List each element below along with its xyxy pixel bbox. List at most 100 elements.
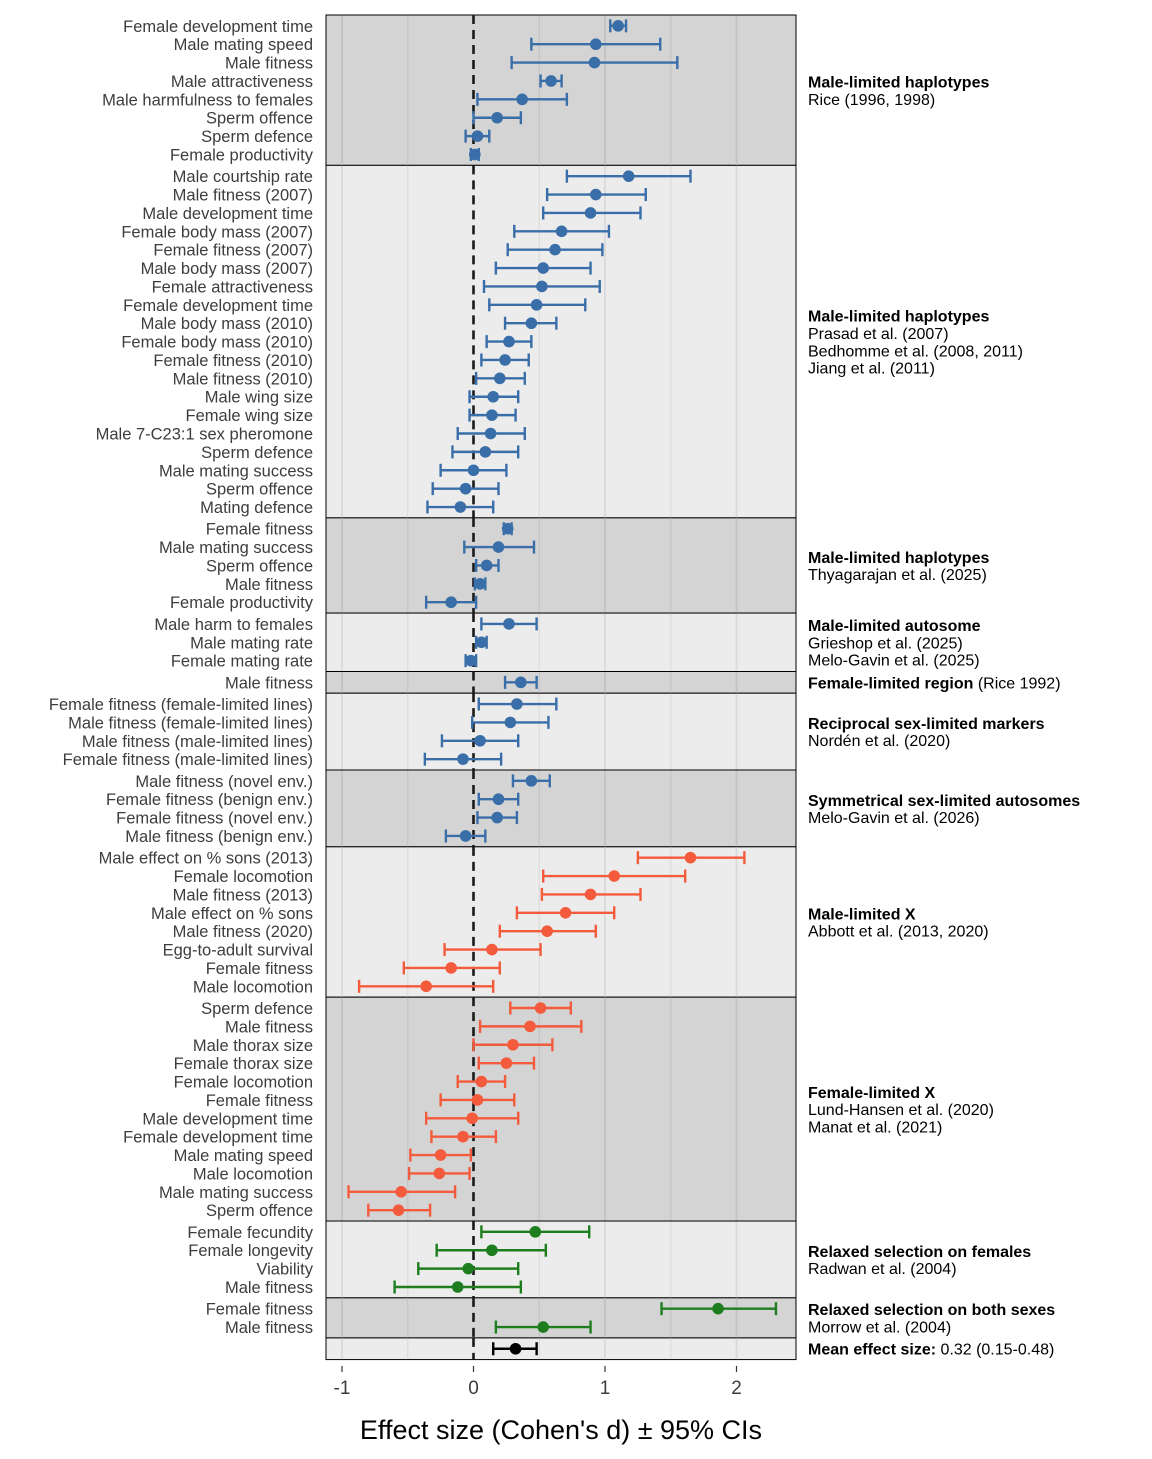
row-label: Male fitness [225, 1279, 313, 1297]
row-label: Male mating speed [174, 36, 313, 54]
point-estimate [469, 148, 481, 161]
estimate-1-7 [488, 298, 587, 312]
point-estimate [487, 390, 500, 403]
row-label: Female locomotion [174, 868, 313, 886]
row-label: Female locomotion [174, 1074, 313, 1092]
row-label: Male body mass (2010) [141, 315, 313, 333]
point-estimate [525, 317, 538, 330]
estimate-8-5 [439, 1093, 516, 1107]
point-estimate [434, 1149, 447, 1161]
estimate-5-0 [477, 697, 558, 711]
row-label: Male mating speed [174, 1147, 313, 1165]
point-estimate [459, 482, 472, 495]
point-estimate [504, 716, 517, 729]
point-estimate [445, 596, 457, 609]
group-name: Male-limited autosome [808, 618, 981, 635]
estimate-11-0 [492, 1342, 538, 1356]
point-estimate [395, 1186, 407, 1198]
x-axis-title: Effect size (Cohen's d) ± 95% CIs [360, 1415, 762, 1445]
estimate-7-5 [443, 943, 542, 957]
panel-backgrounds [325, 14, 797, 1361]
estimate-9-1 [435, 1243, 548, 1257]
estimate-1-5 [494, 261, 592, 275]
estimate-9-2 [417, 1262, 520, 1276]
group-title: Relaxed selection on both sexes [808, 1302, 1055, 1319]
row-label: Male fitness [225, 1319, 313, 1337]
row-label: Female fitness (2007) [153, 242, 313, 260]
row-label: Male mating success [159, 539, 313, 557]
point-estimate [471, 1094, 484, 1106]
group-inline-ref: (Rice 1992) [973, 675, 1060, 692]
point-estimate [486, 1244, 498, 1257]
point-estimate [445, 962, 457, 974]
point-estimate [491, 111, 503, 124]
point-estimate [451, 1281, 464, 1293]
group-reference: Thyagarajan et al. (2025) [808, 567, 987, 584]
point-estimate [589, 188, 602, 201]
row-label: Female fitness [206, 1092, 313, 1110]
estimate-9-3 [393, 1280, 523, 1294]
point-estimate [500, 1057, 513, 1069]
row-label: Female development time [123, 297, 313, 315]
estimate-8-10 [347, 1185, 457, 1199]
estimate-1-9 [485, 335, 533, 349]
panel-2 [325, 517, 797, 614]
row-label: Male fitness (male-limited lines) [82, 733, 313, 751]
point-estimate [474, 734, 486, 747]
group-name: Male-limited haplotypes [808, 75, 989, 92]
row-label: Male fitness (female-limited lines) [68, 714, 313, 732]
point-estimate [471, 130, 484, 142]
point-estimate [466, 1112, 478, 1125]
point-estimate [499, 354, 511, 366]
x-tick-label: 0 [468, 1378, 479, 1399]
estimate-2-3 [473, 577, 487, 591]
point-estimate [462, 1262, 475, 1275]
point-estimate [612, 20, 624, 32]
point-estimate [529, 1226, 542, 1238]
x-tick-label: 2 [731, 1378, 742, 1399]
point-estimate [494, 372, 506, 385]
estimate-8-0 [509, 1001, 573, 1015]
point-estimate [465, 654, 477, 667]
point-estimate [534, 1002, 547, 1014]
group-title: Female-limited X [808, 1085, 935, 1102]
estimate-0-7 [469, 148, 481, 161]
row-label: Male harmfulness to females [102, 91, 313, 109]
point-estimate [507, 1038, 519, 1051]
point-estimate [537, 262, 549, 274]
point-estimate [454, 501, 467, 513]
estimate-1-14 [456, 427, 526, 440]
point-estimate [589, 38, 602, 51]
estimate-7-1 [541, 869, 687, 883]
point-estimate [392, 1204, 405, 1216]
row-label: Sperm defence [201, 1000, 313, 1018]
estimate-8-9 [407, 1166, 471, 1180]
group-reference: Nordén et al. (2020) [808, 733, 950, 750]
row-label: Male courtship rate [173, 168, 313, 186]
estimate-8-3 [477, 1056, 536, 1070]
row-label: Male harm to females [154, 616, 313, 634]
row-label: Female fitness (male-limited lines) [63, 751, 313, 769]
panel-7 [325, 846, 797, 998]
row-label: Male fitness (2020) [173, 923, 313, 941]
estimate-2-2 [474, 558, 500, 572]
point-estimate [474, 578, 486, 590]
row-label: Male development time [142, 1110, 313, 1128]
group-name: Male-limited haplotypes [808, 550, 989, 567]
estimate-1-0 [565, 169, 692, 183]
estimate-7-3 [515, 906, 616, 920]
group-title: Mean effect size: 0.32 (0.15-0.48) [808, 1342, 1054, 1359]
point-estimate [712, 1302, 724, 1315]
row-label: Sperm offence [206, 110, 313, 128]
point-estimate [484, 427, 497, 440]
estimate-5-3 [423, 752, 503, 766]
estimate-0-2 [510, 56, 679, 70]
estimate-5-1 [470, 715, 550, 729]
panel-11 [325, 1337, 797, 1361]
estimate-7-0 [636, 851, 746, 865]
group-title: Male-limited X [808, 906, 916, 923]
point-estimate [511, 698, 523, 710]
x-tick-label: 1 [600, 1378, 611, 1399]
group-name: Mean effect size: [808, 1342, 936, 1359]
group-reference: Rice (1996, 1998) [808, 92, 935, 109]
